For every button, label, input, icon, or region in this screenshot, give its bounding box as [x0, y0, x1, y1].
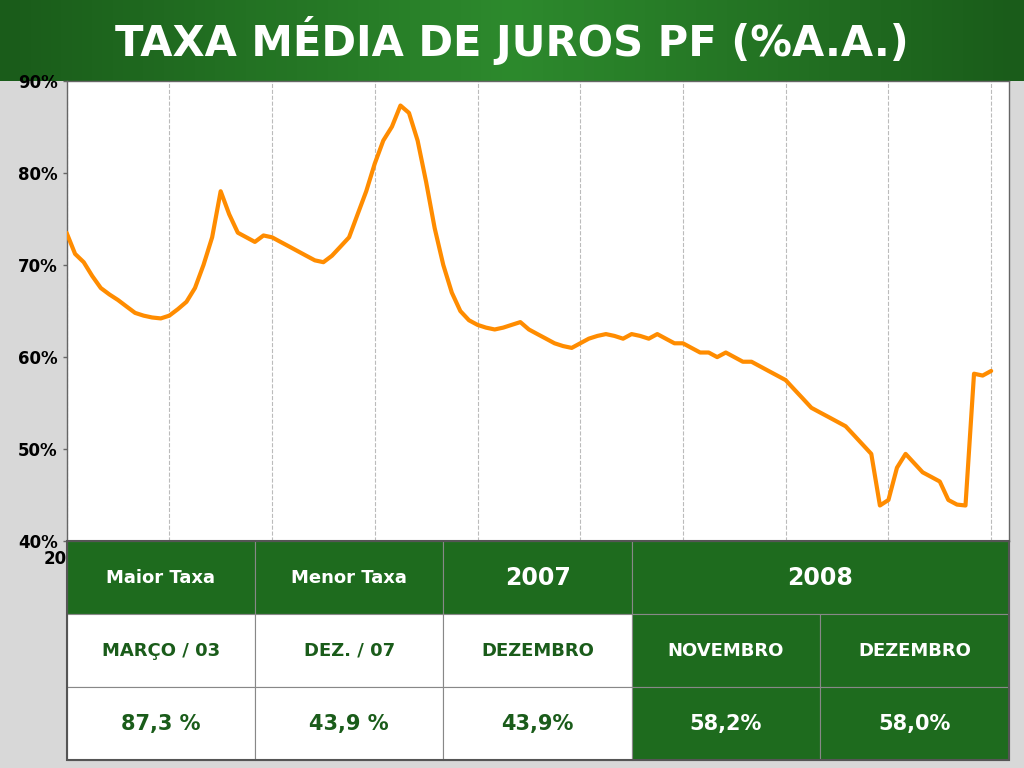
Bar: [255, 687, 443, 760]
Text: TAXA MÉDIA DE JUROS PF (%A.A.): TAXA MÉDIA DE JUROS PF (%A.A.): [115, 16, 909, 65]
Text: DEZEMBRO: DEZEMBRO: [481, 642, 594, 660]
Bar: [632, 541, 1009, 614]
Bar: [67, 687, 255, 760]
Bar: [820, 614, 1009, 687]
Text: 58,0%: 58,0%: [879, 713, 950, 734]
Text: 2007: 2007: [505, 566, 570, 590]
Text: DEZEMBRO: DEZEMBRO: [858, 642, 971, 660]
Bar: [255, 541, 443, 614]
Bar: [255, 614, 443, 687]
Bar: [443, 614, 632, 687]
Bar: [443, 541, 632, 614]
Bar: [443, 687, 632, 760]
Text: 2008: 2008: [787, 566, 853, 590]
Bar: [67, 541, 255, 614]
Text: Menor Taxa: Menor Taxa: [291, 569, 408, 587]
Text: 43,9%: 43,9%: [502, 713, 573, 734]
Text: 43,9 %: 43,9 %: [309, 713, 389, 734]
Bar: [632, 614, 820, 687]
Bar: [632, 687, 820, 760]
Bar: [67, 614, 255, 687]
Text: 87,3 %: 87,3 %: [121, 713, 201, 734]
Text: MARÇO / 03: MARÇO / 03: [101, 642, 220, 660]
Text: DEZ. / 07: DEZ. / 07: [304, 642, 394, 660]
Text: 58,2%: 58,2%: [690, 713, 762, 734]
Bar: [820, 687, 1009, 760]
Text: NOVEMBRO: NOVEMBRO: [668, 642, 784, 660]
Text: Maior Taxa: Maior Taxa: [106, 569, 215, 587]
